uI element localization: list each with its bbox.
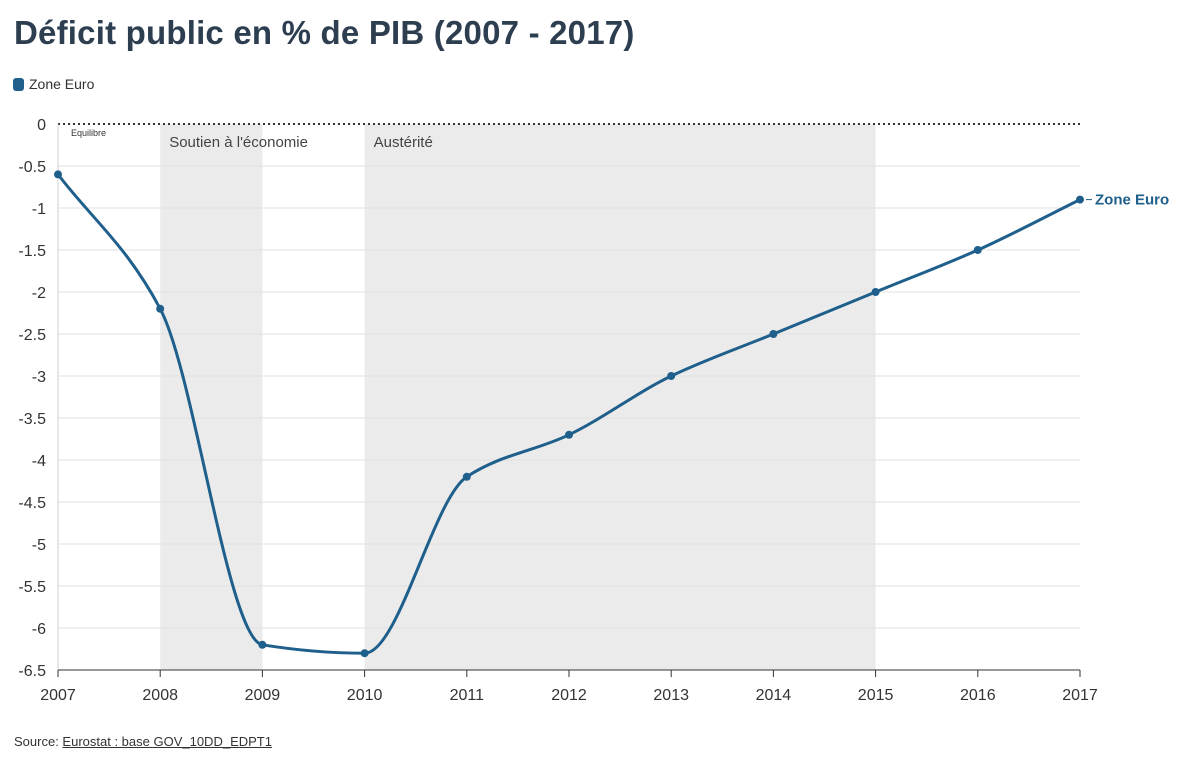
x-tick-label: 2007 — [40, 687, 76, 704]
shaded-period-1 — [160, 124, 263, 670]
data-point-2017[interactable] — [1076, 195, 1084, 204]
chart-title: Déficit public en % de PIB (2007 - 2017) — [14, 14, 635, 51]
x-tick-label: 2008 — [142, 687, 178, 704]
source-note: Source: Eurostat : base GOV_10DD_EDPT1 — [14, 734, 272, 749]
shaded-period-label-2: Austérité — [374, 134, 433, 151]
x-tick-label: 2015 — [858, 687, 894, 704]
data-point-2016[interactable] — [973, 246, 982, 254]
shaded-period-label-1: Soutien à l'économie — [169, 134, 308, 151]
line-chart: 0 -0.5 -1 -1.5 -2 -2.5 -3 -3.5 -4 -4.5 -5 -5.5 -6 -6.… — [18, 117, 1169, 704]
data-point-2012[interactable] — [565, 430, 573, 439]
data-point-2015[interactable] — [871, 288, 880, 296]
legend-label: Zone Euro — [29, 76, 95, 92]
y-tick-label: -5.5 — [18, 579, 46, 596]
y-tick-label: -2 — [32, 285, 46, 302]
data-point-2009[interactable] — [258, 640, 267, 649]
x-tick-label: 2013 — [653, 687, 689, 704]
y-tick-label: -4.5 — [18, 495, 46, 512]
y-tick-label: 0 — [37, 117, 46, 134]
shaded-period-2 — [364, 124, 876, 670]
y-tick-label: -5 — [32, 537, 46, 554]
y-tick-label: -2.5 — [18, 327, 46, 344]
source-link[interactable]: Eurostat : base GOV_10DD_EDPT1 — [62, 734, 272, 749]
x-tick-label: 2012 — [551, 687, 587, 704]
data-point-2011[interactable] — [462, 472, 471, 481]
y-tick-label: -0.5 — [18, 159, 46, 176]
y-tick-label: -3 — [32, 369, 46, 386]
x-tick-label: 2014 — [756, 687, 792, 704]
y-tick-label: -4 — [32, 453, 46, 470]
series-line-zone-euro — [56, 172, 1082, 655]
y-tick-label: -3.5 — [18, 411, 46, 428]
reference-line-label: Equilibre — [71, 128, 106, 138]
x-tick-label: 2017 — [1062, 687, 1098, 704]
y-tick-label: -1 — [32, 201, 46, 218]
data-point-2008[interactable] — [156, 304, 165, 313]
legend[interactable]: Zone Euro — [13, 76, 94, 92]
y-tick-label: -6 — [32, 621, 46, 638]
data-point-2010[interactable] — [360, 649, 369, 658]
data-point-2007[interactable] — [54, 170, 62, 179]
data-point-2014[interactable] — [769, 330, 778, 338]
x-tick-label: 2009 — [245, 687, 281, 704]
end-label: Zone Euro — [1095, 192, 1169, 209]
source-prefix: Source: — [14, 734, 63, 749]
legend-swatch — [13, 77, 24, 91]
x-tick-label: 2010 — [347, 687, 383, 704]
y-tick-label: -1.5 — [18, 243, 46, 260]
x-tick-label: 2016 — [960, 687, 996, 704]
y-tick-label: -6.5 — [18, 663, 46, 680]
data-point-2013[interactable] — [667, 372, 676, 380]
x-tick-label: 2011 — [450, 687, 485, 704]
